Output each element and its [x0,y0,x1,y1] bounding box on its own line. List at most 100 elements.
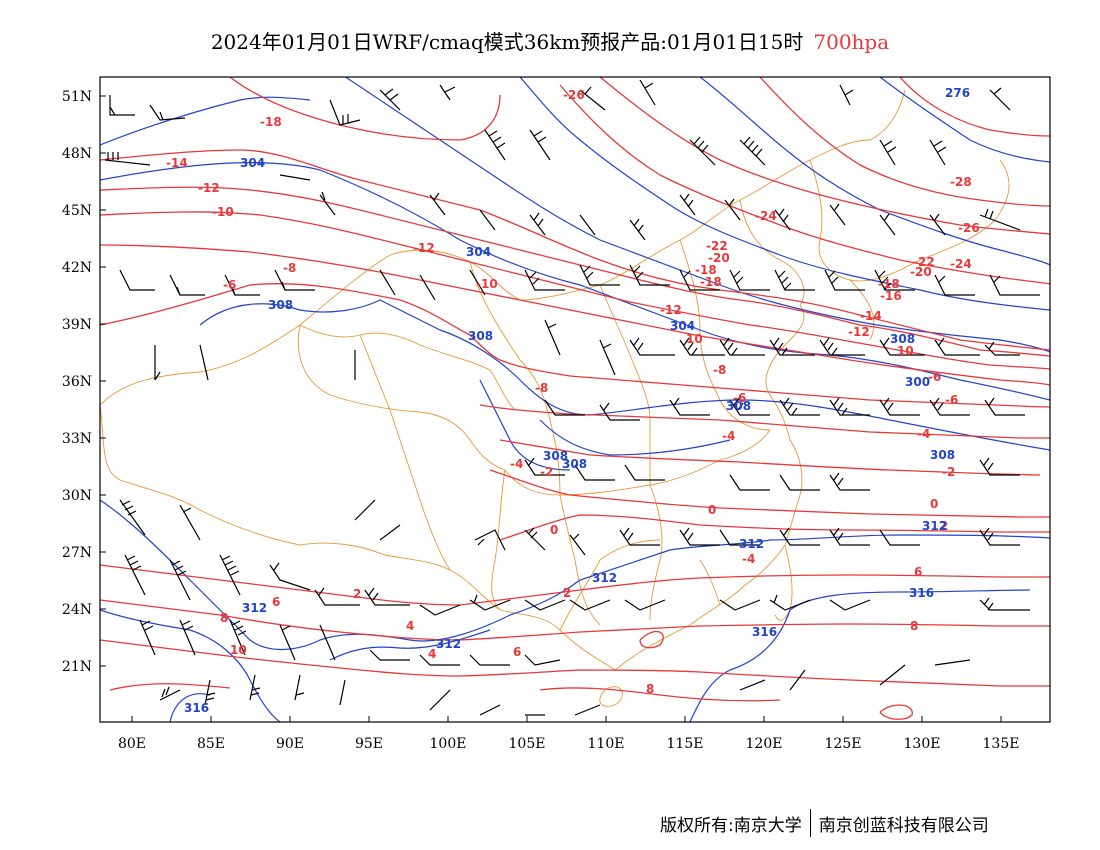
temp-label: -18 [695,263,717,277]
lon-tick-labels: 80E 85E 90E 95E 100E 105E 110E 115E 120E… [118,736,1020,752]
temp-label: -24 [950,257,972,271]
temp-label: 0 [550,523,558,537]
temp-label: 2 [563,586,571,600]
temp-label: -12 [848,325,870,339]
temp-label: 8 [646,682,654,696]
lat-tick-label: 48N [62,146,92,162]
temp-label: 6 [914,565,922,579]
temp-label: 4 [428,647,436,661]
temp-label: 10 [686,332,703,346]
temp-label: 4 [406,619,414,633]
height-label: 308 [890,332,915,346]
temp-label: 0 [930,497,938,511]
lat-tick-label: 45N [62,203,92,219]
height-label: 308 [562,457,587,471]
temp-label: -2 [942,465,955,479]
temp-label: -26 [563,88,585,102]
lon-tick-label: 95E [355,736,383,752]
footer-divider [809,809,811,837]
height-label: 312 [592,571,617,585]
temp-label: -16 [880,289,902,303]
temp-label: -2 [540,465,553,479]
lat-tick-label: 21N [62,659,92,675]
temp-label: -22 [913,255,935,269]
temp-label: -4 [742,552,755,566]
height-label: 312 [739,537,764,551]
lon-tick-label: 135E [983,736,1020,752]
height-label: 308 [468,329,493,343]
china-borders [100,89,1010,707]
temp-label: -26 [958,221,980,235]
height-label: 304 [670,319,695,333]
lat-tick-label: 30N [62,488,92,504]
lat-tick-label: 24N [62,602,92,618]
temp-label: -10 [476,277,498,291]
temp-label: -14 [860,309,882,323]
height-label: 312 [242,601,267,615]
wind-barbs [104,79,1040,716]
temp-label: 10 [230,643,247,657]
temp-label: -28 [950,175,972,189]
height-label: 276 [945,86,970,100]
copyright-footer: 版权所有:南京大学 南京创蓝科技有限公司 [660,808,989,838]
temp-label: -4 [917,427,930,441]
temp-label: -10 [212,205,234,219]
pressure-level-label: 700hpa [813,30,890,54]
temp-label: -24 [755,209,777,223]
temperature-contours [100,77,1050,720]
temp-label: 8 [910,619,918,633]
temp-label: -4 [722,429,735,443]
temp-label: -20 [910,265,932,279]
lon-tick-label: 85E [197,736,225,752]
height-label: 304 [466,245,491,259]
lat-tick-label: 36N [62,374,92,390]
lon-axis [131,716,1002,722]
temp-label: -18 [260,115,282,129]
temp-label: 0 [708,503,716,517]
temp-label: -8 [283,261,296,275]
temp-label: -12 [198,181,220,195]
lat-tick-labels: 21N 24N 27N 30N 33N 36N 39N 42N 45N 48N … [62,89,92,675]
temp-label: -18 [700,275,722,289]
temp-label: -22 [706,239,728,253]
temp-label: 10 [897,344,914,358]
temp-label: -6 [223,278,236,292]
lon-tick-label: 80E [118,736,146,752]
lat-tick-label: 51N [62,89,92,105]
temp-label: 6 [513,645,521,659]
temp-label: 2 [353,587,361,601]
temp-label: -6 [928,370,941,384]
lon-tick-label: 90E [276,736,304,752]
temp-label: -14 [166,156,188,170]
height-label: 316 [909,586,934,600]
height-label: 312 [436,637,461,651]
temp-label: 6 [272,595,280,609]
lon-tick-label: 105E [509,736,546,752]
temp-label: -6 [733,391,746,405]
height-label: 308 [268,298,293,312]
copyright-text: 版权所有:南京大学 [660,815,802,836]
lat-tick-label: 42N [62,260,92,276]
temp-label: -4 [510,457,523,471]
height-label: 300 [905,375,930,389]
height-label: 308 [930,448,955,462]
temp-label: 2 [940,519,948,533]
height-label: 312 [922,519,947,533]
lat-tick-label: 33N [62,431,92,447]
height-label: 308 [726,399,751,413]
height-label: 304 [240,156,265,170]
lon-tick-label: 115E [667,736,704,752]
temp-label: -18 [878,277,900,291]
temp-label: 8 [220,611,228,625]
temp-label: -12 [413,241,435,255]
lon-tick-label: 130E [904,736,941,752]
height-label: 316 [184,701,209,715]
lat-tick-label: 39N [62,317,92,333]
lat-axis [100,95,106,667]
height-label: 308 [543,449,568,463]
temp-label: -12 [660,303,682,317]
lon-tick-label: 100E [430,736,467,752]
temp-label: -8 [535,381,548,395]
